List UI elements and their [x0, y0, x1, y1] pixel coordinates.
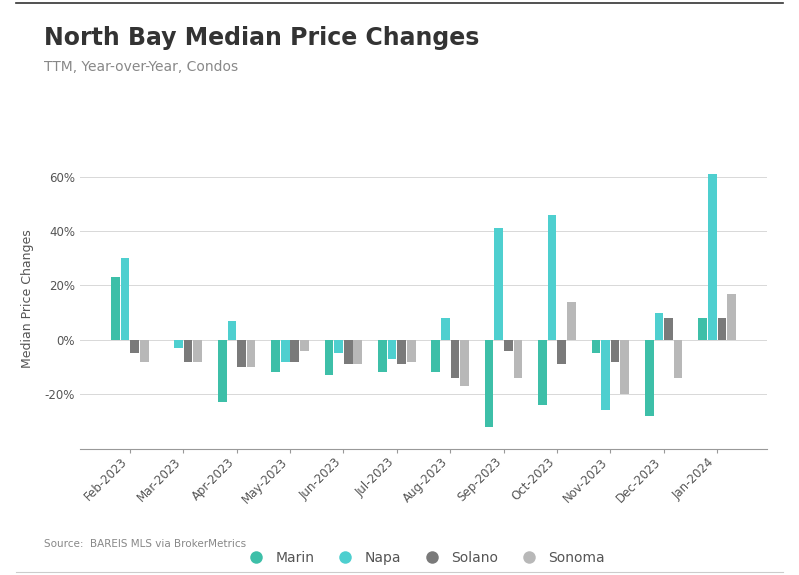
Bar	[174, 340, 183, 348]
Bar	[184, 340, 193, 362]
Bar	[548, 214, 556, 340]
Bar	[111, 277, 120, 340]
Bar	[130, 340, 139, 354]
Bar	[121, 258, 129, 340]
Bar	[388, 340, 396, 359]
Bar	[591, 340, 600, 354]
Bar	[620, 340, 629, 394]
Text: Source:  BAREIS MLS via BrokerMetrics: Source: BAREIS MLS via BrokerMetrics	[44, 539, 246, 549]
Bar	[460, 340, 469, 386]
Bar	[334, 340, 343, 354]
Bar	[727, 294, 736, 340]
Bar	[495, 228, 503, 340]
Bar	[708, 174, 717, 340]
Text: TTM, Year-over-Year, Condos: TTM, Year-over-Year, Condos	[44, 60, 238, 74]
Bar	[654, 313, 663, 340]
Bar	[193, 340, 202, 362]
Text: North Bay Median Price Changes: North Bay Median Price Changes	[44, 26, 479, 50]
Bar	[610, 340, 619, 362]
Bar	[539, 340, 547, 405]
Bar	[140, 340, 149, 362]
Bar	[645, 340, 654, 416]
Bar	[485, 340, 494, 427]
Bar	[281, 340, 289, 362]
Bar	[228, 321, 237, 340]
Bar	[558, 340, 566, 364]
Bar	[601, 340, 610, 411]
Bar	[247, 340, 256, 367]
Bar	[504, 340, 513, 351]
Bar	[451, 340, 459, 378]
Bar	[218, 340, 227, 402]
Bar	[514, 340, 523, 378]
Bar	[698, 318, 707, 340]
Bar	[664, 318, 673, 340]
Bar	[324, 340, 333, 375]
Bar	[567, 302, 575, 340]
Bar	[431, 340, 440, 373]
Bar	[441, 318, 450, 340]
Bar	[353, 340, 362, 364]
Bar	[378, 340, 387, 373]
Bar	[397, 340, 406, 364]
Bar	[237, 340, 246, 367]
Bar	[344, 340, 352, 364]
Bar	[674, 340, 682, 378]
Bar	[300, 340, 308, 351]
Y-axis label: Median Price Changes: Median Price Changes	[21, 229, 34, 369]
Bar	[291, 340, 299, 362]
Bar	[718, 318, 726, 340]
Bar	[272, 340, 280, 373]
Bar	[407, 340, 415, 362]
Legend: Marin, Napa, Solano, Sonoma: Marin, Napa, Solano, Sonoma	[237, 545, 610, 570]
